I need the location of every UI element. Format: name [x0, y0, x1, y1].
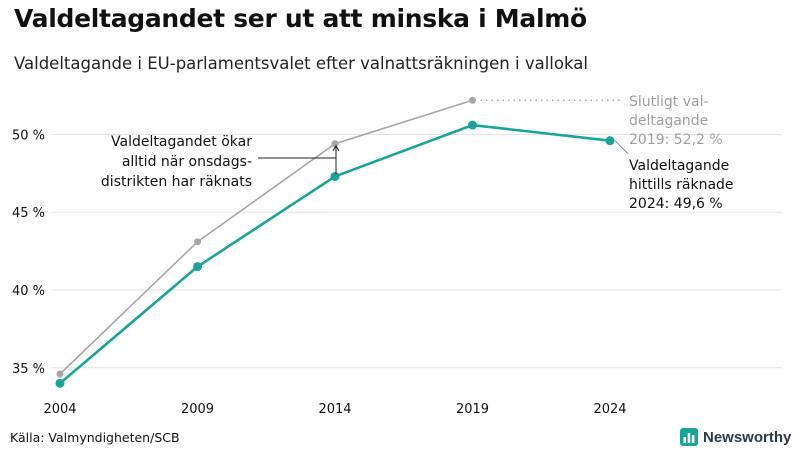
annotation-note: distrikten har räknats [101, 174, 252, 190]
y-tick-label: 40 % [12, 284, 45, 299]
counted-value-label: hittills räknade [629, 177, 734, 193]
data-point-final [56, 370, 64, 378]
annotation-note: Valdeltagandet ökar [111, 134, 252, 150]
x-tick-label: 2019 [456, 402, 489, 417]
x-tick-label: 2009 [181, 402, 214, 417]
y-tick-label: 35 % [12, 362, 45, 377]
annotations: Valdeltagandet ökar alltid när onsdags-di… [101, 94, 734, 212]
data-point-final [194, 238, 201, 246]
data-point-counted [193, 262, 202, 272]
bar-chart-icon [680, 428, 698, 446]
x-tick-label: 2024 [593, 402, 626, 417]
final-value-label: 2019: 52,2 % [629, 132, 723, 148]
data-point-final [331, 140, 339, 148]
x-axis-ticks: 2004 2009 2014 2019 2024 [43, 402, 626, 417]
y-tick-label: 50 % [12, 128, 45, 143]
counted-value-label: 2024: 49,6 % [629, 196, 723, 212]
x-tick-label: 2014 [318, 402, 351, 417]
data-point-counted [55, 378, 65, 388]
data-point-counted [468, 120, 477, 130]
chart-subtitle: Valdeltagande i EU-parlamentsvalet efter… [14, 54, 588, 73]
final-value-label: Slutligt val- [629, 94, 709, 110]
source-note: Källa: Valmyndigheten/SCB [10, 430, 180, 445]
chart-title: Valdeltagandet ser ut att minska i Malmö [14, 4, 587, 33]
grid-lines [52, 133, 782, 369]
brand-name: Newsworthy [703, 428, 792, 446]
counted-value-label: Valdeltagande [629, 158, 729, 174]
arrowhead [332, 144, 340, 152]
final-value-label: deltagande [629, 113, 708, 129]
data-point-counted [330, 171, 340, 181]
newsworthy-logo: Newsworthy [680, 428, 791, 446]
data-point-counted [605, 136, 615, 146]
counted-value-leader [614, 140, 629, 155]
x-tick-label: 2004 [43, 402, 76, 417]
series-line-final [59, 99, 474, 375]
y-tick-label: 45 % [12, 206, 45, 221]
annotation-note: alltid när onsdags- [122, 154, 252, 170]
y-axis-ticks: 35 % 40 % 45 % 50 % [12, 128, 45, 376]
data-point-final [469, 96, 476, 104]
series-lines [55, 96, 615, 388]
